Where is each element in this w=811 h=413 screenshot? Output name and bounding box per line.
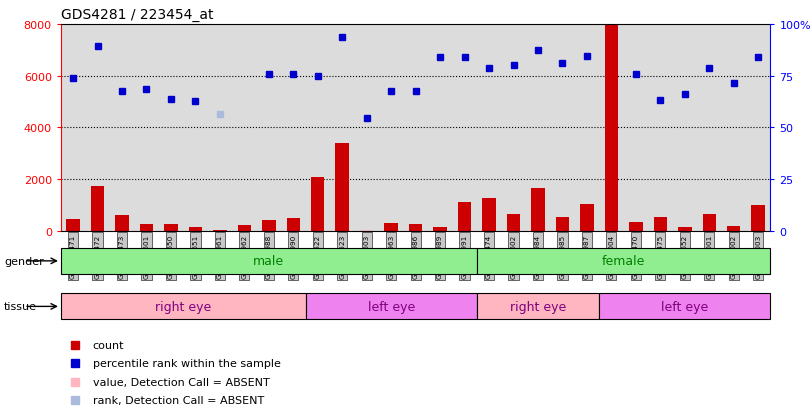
Text: tissue: tissue <box>4 301 37 312</box>
Bar <box>599 294 770 320</box>
Text: right eye: right eye <box>510 300 566 313</box>
Bar <box>531 189 545 231</box>
Bar <box>507 214 520 231</box>
Bar <box>409 224 423 231</box>
Bar <box>629 222 642 231</box>
Bar <box>189 228 202 231</box>
Bar <box>213 230 226 231</box>
Bar <box>286 219 300 231</box>
Text: count: count <box>92 340 124 350</box>
Text: male: male <box>253 255 285 268</box>
Bar <box>477 294 599 320</box>
Bar <box>605 25 618 231</box>
Bar <box>752 206 765 231</box>
Bar <box>164 225 178 231</box>
Text: percentile rank within the sample: percentile rank within the sample <box>92 358 281 368</box>
Bar <box>61 248 477 274</box>
Text: female: female <box>602 255 646 268</box>
Bar <box>580 204 594 231</box>
Text: left eye: left eye <box>367 300 414 313</box>
Bar <box>458 203 471 231</box>
Bar <box>115 216 129 231</box>
Bar <box>238 225 251 231</box>
Bar <box>702 214 716 231</box>
Bar <box>67 220 79 231</box>
Bar <box>311 177 324 231</box>
Bar <box>433 228 447 231</box>
Bar <box>483 199 496 231</box>
Bar <box>727 226 740 231</box>
Bar <box>654 217 667 231</box>
Text: rank, Detection Call = ABSENT: rank, Detection Call = ABSENT <box>92 395 264 405</box>
Text: gender: gender <box>4 256 44 266</box>
Bar <box>336 144 349 231</box>
Bar <box>477 248 770 274</box>
Bar <box>384 223 398 231</box>
Bar <box>556 218 569 231</box>
Bar <box>139 224 153 231</box>
Text: left eye: left eye <box>661 300 709 313</box>
Text: value, Detection Call = ABSENT: value, Detection Call = ABSENT <box>92 377 269 387</box>
Bar <box>262 221 276 231</box>
Text: GDS4281 / 223454_at: GDS4281 / 223454_at <box>61 8 213 22</box>
Text: right eye: right eye <box>155 300 212 313</box>
Bar <box>91 186 105 231</box>
Bar <box>678 228 692 231</box>
Bar <box>61 294 306 320</box>
Bar <box>306 294 477 320</box>
Bar <box>360 230 373 231</box>
